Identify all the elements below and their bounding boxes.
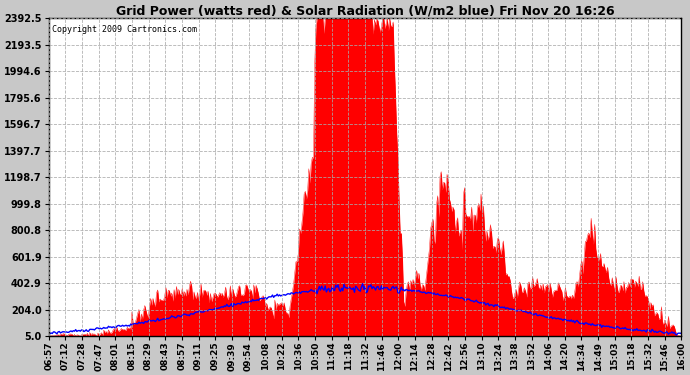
Title: Grid Power (watts red) & Solar Radiation (W/m2 blue) Fri Nov 20 16:26: Grid Power (watts red) & Solar Radiation… [116,4,614,17]
Text: Copyright 2009 Cartronics.com: Copyright 2009 Cartronics.com [52,25,197,34]
